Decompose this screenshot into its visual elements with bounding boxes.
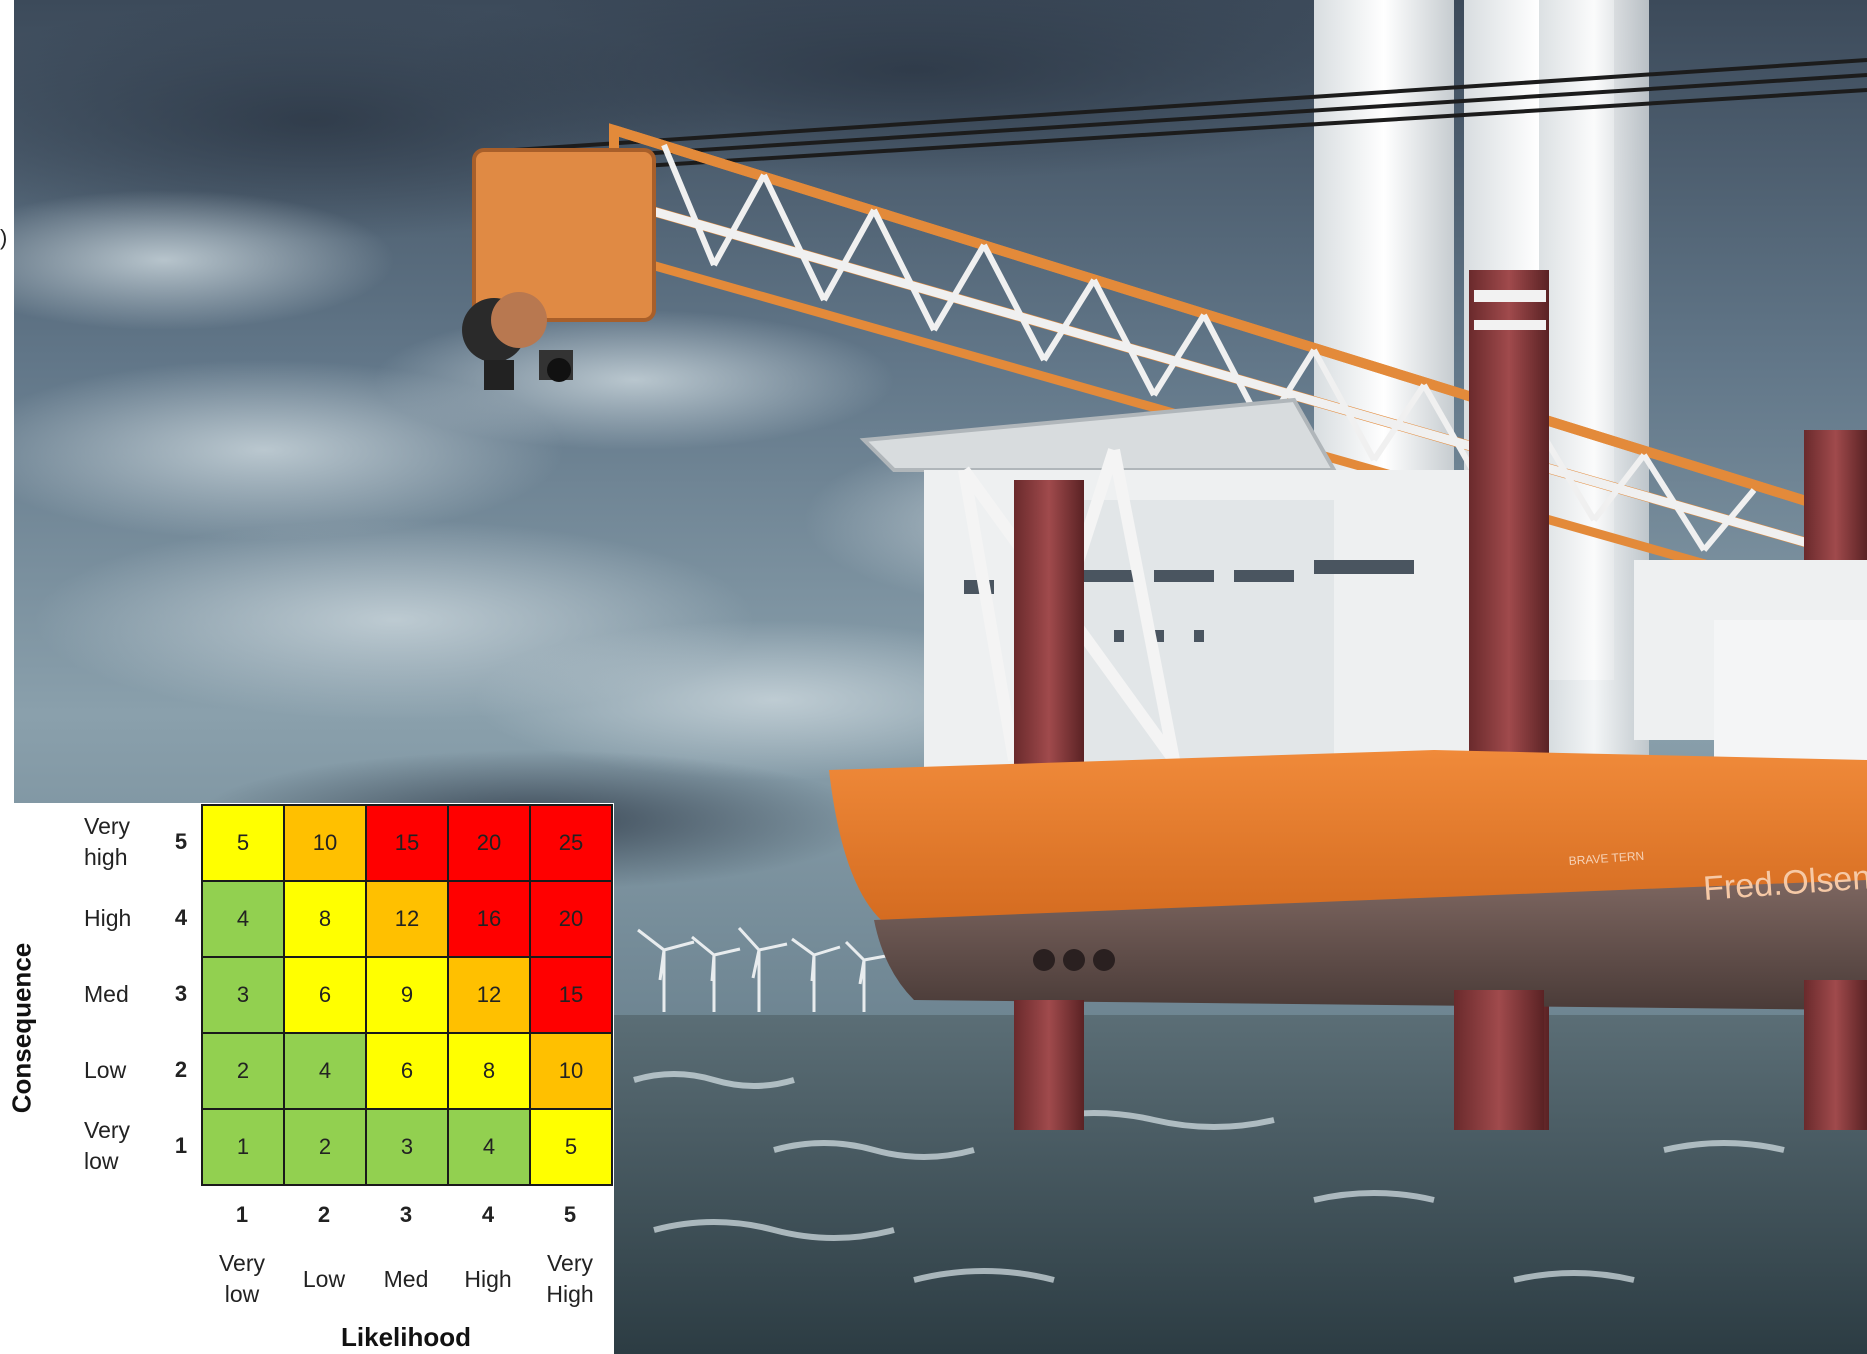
vessel-photo: Fred.Olsen Windcarrier BRAVE TERN: [14, 0, 1867, 1354]
row-label-very-low: Very low: [84, 1117, 131, 1174]
row-label-med: Med: [84, 980, 129, 1007]
risk-matrix-grid: 5 10 15 20 25 4 8 12 16 20 3 6 9 12 15 2…: [201, 804, 613, 1186]
column-label-high: High: [464, 1265, 512, 1292]
column-label-very-low: Very low: [218, 1250, 266, 1307]
matrix-cell: 9: [366, 957, 448, 1033]
matrix-cell: 3: [202, 957, 284, 1033]
row-number: 5: [174, 829, 188, 854]
matrix-cell: 5: [530, 1109, 612, 1185]
edge-mark: ): [0, 225, 8, 250]
column-label-med: Med: [383, 1265, 429, 1292]
consequence-axis-title: Consequence: [6, 942, 37, 1114]
column-number: 2: [317, 1202, 331, 1227]
matrix-cell: 2: [202, 1033, 284, 1109]
matrix-cell: 20: [448, 805, 530, 881]
column-number: 4: [481, 1202, 495, 1227]
column-number: 1: [235, 1202, 249, 1227]
row-label-high: High: [84, 904, 132, 931]
row-number: 1: [174, 1133, 188, 1158]
row-label-low: Low: [84, 1056, 127, 1083]
matrix-cell: 10: [530, 1033, 612, 1109]
matrix-cell: 4: [284, 1033, 366, 1109]
matrix-cell: 6: [366, 1033, 448, 1109]
column-number: 3: [399, 1202, 413, 1227]
row-number: 3: [174, 981, 188, 1006]
row-number: 4: [174, 905, 188, 930]
ship-name-lettering: BRAVE TERN: [1568, 849, 1644, 868]
matrix-cell: 8: [448, 1033, 530, 1109]
matrix-cell: 20: [530, 881, 612, 957]
likelihood-axis-title: Likelihood: [341, 1322, 471, 1352]
matrix-cell: 10: [284, 805, 366, 881]
column-number: 5: [563, 1202, 577, 1227]
row-label-very-high: Very high: [84, 813, 131, 870]
matrix-cell: 5: [202, 805, 284, 881]
matrix-cell: 4: [448, 1109, 530, 1185]
matrix-cell: 1: [202, 1109, 284, 1185]
matrix-cell: 16: [448, 881, 530, 957]
matrix-cell: 4: [202, 881, 284, 957]
matrix-cell: 12: [366, 881, 448, 957]
matrix-cell: 3: [366, 1109, 448, 1185]
matrix-cell: 8: [284, 881, 366, 957]
matrix-cell: 25: [530, 805, 612, 881]
matrix-cell: 15: [530, 957, 612, 1033]
matrix-cell: 12: [448, 957, 530, 1033]
row-number: 2: [174, 1057, 188, 1082]
column-label-low: Low: [302, 1265, 346, 1292]
matrix-cell: 15: [366, 805, 448, 881]
matrix-cell: 2: [284, 1109, 366, 1185]
matrix-cell: 6: [284, 957, 366, 1033]
column-label-very-high: Very High: [546, 1250, 594, 1307]
